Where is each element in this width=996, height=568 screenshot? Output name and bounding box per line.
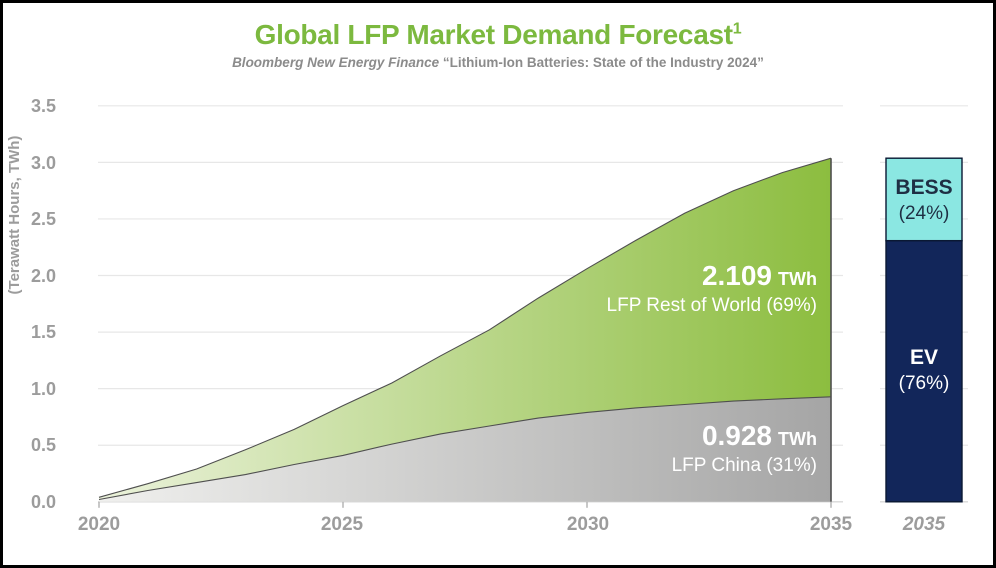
page-title: Global LFP Market Demand Forecast1: [3, 19, 993, 51]
bar-segment-ev-label: EV (76%): [886, 345, 962, 396]
bess-pct: (24%): [898, 203, 950, 224]
y-tick-2-0: 2.0: [30, 266, 56, 286]
china-label: LFP China (31%): [671, 455, 817, 476]
y-tick-3-5: 3.5: [30, 96, 56, 116]
x-tick-2020: 2020: [77, 514, 121, 535]
area-chart-canvas: [98, 105, 968, 508]
row-value: 2.109: [701, 260, 773, 291]
title-footnote-superscript: 1: [732, 20, 742, 38]
ev-pct: (76%): [898, 373, 950, 394]
bar-bess-segment: [885, 157, 963, 242]
row-label: LFP Rest of World (69%): [606, 295, 817, 316]
subtitle-source: Bloomberg New Energy Finance: [232, 55, 440, 70]
bar-segment-bess-label: BESS (24%): [886, 175, 962, 226]
y-tick-3-0: 3.0: [30, 153, 56, 173]
y-tick-0-0: 0.0: [30, 492, 56, 512]
x-tick-2035: 2035: [809, 514, 853, 535]
area-lfp-china: [99, 396, 831, 502]
x-tick-2025: 2025: [320, 514, 364, 535]
y-tick-1-0: 1.0: [30, 379, 56, 399]
china-boundary-line: [98, 396, 832, 501]
y-tick-2-5: 2.5: [30, 209, 56, 229]
x-tick-2030: 2030: [566, 514, 610, 535]
ev-name: EV: [909, 346, 938, 369]
y-tick-1-5: 1.5: [30, 322, 56, 342]
bess-name: BESS: [895, 176, 953, 199]
chart-subtitle: Bloomberg New Energy Finance “Lithium-Io…: [3, 55, 993, 70]
title-text: Global LFP Market Demand Forecast: [254, 19, 733, 50]
annotation-china: 0.928 TWh LFP China (31%): [672, 419, 817, 480]
x-tick-bar-2035: 2035: [902, 514, 946, 535]
y-tick-0-5: 0.5: [30, 435, 56, 455]
china-unit: TWh: [778, 429, 817, 449]
total-boundary-line: [98, 157, 832, 498]
subtitle-report: “Lithium-Ion Batteries: State of the Ind…: [439, 55, 764, 70]
china-value: 0.928: [701, 420, 773, 451]
row-unit: TWh: [778, 269, 817, 289]
area-lfp-rest-of-world: [99, 158, 831, 500]
bar-ev-segment: [885, 239, 963, 503]
annotation-rest-of-world: 2.109 TWh LFP Rest of World (69%): [607, 259, 817, 320]
